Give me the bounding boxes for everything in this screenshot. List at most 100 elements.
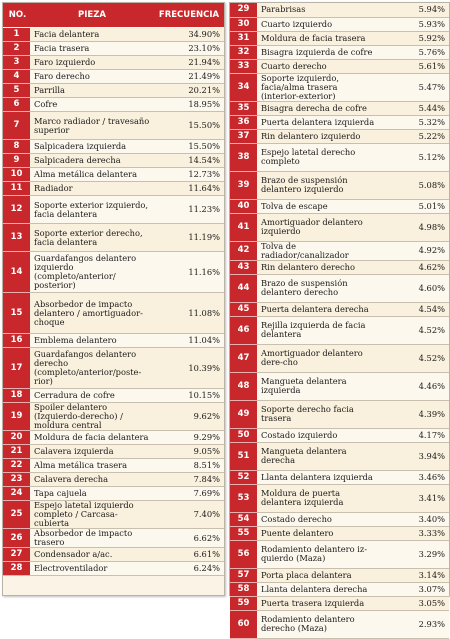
- frequency-value: 11.08%: [152, 292, 224, 334]
- table-row: 21 Calavera izquierda 9.05%: [3, 444, 224, 459]
- row-number: 30: [230, 17, 257, 32]
- table-row: 15 Absorbedor de impacto delantero / amor…: [3, 292, 224, 334]
- table-row: 44 Brazo de suspensión delantero derecho 4…: [230, 274, 449, 303]
- part-name: Mangueta delantera derecha: [257, 442, 379, 471]
- frequency-value: 11.64%: [152, 181, 224, 196]
- table-row: 4 Faro derecho 21.49%: [3, 69, 224, 84]
- row-number: 13: [3, 223, 30, 252]
- part-name: Amortiguador delantero izquierdo: [257, 213, 379, 242]
- row-number: 5: [3, 83, 30, 98]
- row-number: 49: [230, 400, 257, 429]
- table-row: 28 Electroventilador 6.24%: [3, 561, 224, 576]
- part-name: Brazo de suspensión delantero izquierdo: [257, 171, 379, 200]
- frequency-value: 5.22%: [379, 129, 449, 144]
- row-number: 52: [230, 470, 257, 485]
- row-number: 2: [3, 41, 30, 56]
- frequency-value: 21.49%: [152, 69, 224, 84]
- part-name: Facia trasera: [30, 41, 152, 56]
- table-row: 48 Mangueta delantera izquierda 4.46%: [230, 372, 449, 401]
- row-number: 29: [230, 3, 257, 18]
- table-row: 54 Costado derecho 3.40%: [230, 512, 449, 527]
- part-name: Marco radiador / travesaño superior: [30, 111, 152, 140]
- table-row: 3 Faro izquierdo 21.94%: [3, 55, 224, 70]
- header-pieza: PIEZA: [30, 3, 152, 28]
- part-name: Amortiguador delantero dere-cho: [257, 344, 379, 373]
- row-number: 56: [230, 540, 257, 569]
- frequency-value: 2.93%: [379, 610, 449, 639]
- frequency-value: 7.40%: [152, 500, 224, 529]
- frequency-value: 15.50%: [152, 111, 224, 140]
- row-number: 60: [230, 610, 257, 639]
- frequency-value: 4.17%: [379, 428, 449, 443]
- row-number: 58: [230, 582, 257, 597]
- part-name: Rejilla izquierda de facia delantera: [257, 316, 379, 345]
- row-number: 33: [230, 59, 257, 74]
- table-row: 27 Condensador a/ac. 6.61%: [3, 547, 224, 562]
- row-number: 57: [230, 568, 257, 583]
- frequency-value: 5.32%: [379, 115, 449, 130]
- table-row: 6 Cofre 18.95%: [3, 97, 224, 112]
- frequency-value: 34.90%: [152, 27, 224, 42]
- part-name: Calavera derecha: [30, 472, 152, 487]
- part-name: Spoiler delantero (Izquierdo-derecho) / …: [30, 402, 152, 431]
- table-row: 56 Rodamiento delantero iz-quierdo (Maza)…: [230, 540, 449, 569]
- frequency-value: 11.23%: [152, 195, 224, 224]
- part-name: Facia delantera: [30, 27, 152, 42]
- table-row: 50 Costado izquierdo 4.17%: [230, 428, 449, 443]
- row-number: 47: [230, 344, 257, 373]
- table-row: 42 Tolva de radiador/canalizador 4.92%: [230, 241, 449, 261]
- frequency-value: 4.52%: [379, 316, 449, 345]
- part-name: Calavera izquierda: [30, 444, 152, 459]
- table-row: 9 Salpicadera derecha 14.54%: [3, 153, 224, 168]
- row-number: 16: [3, 333, 30, 348]
- part-name: Rin delantero izquierdo: [257, 129, 379, 144]
- part-name: Soporte izquierdo, facia/alma trasera (i…: [257, 73, 379, 102]
- part-name: Guardafangos delantero izquierdo (comple…: [30, 251, 152, 293]
- row-number: 48: [230, 372, 257, 401]
- table-row: 40 Tolva de escape 5.01%: [230, 199, 449, 214]
- part-name: Alma metálica delantera: [30, 167, 152, 182]
- table-row: 46 Rejilla izquierda de facia delantera 4.…: [230, 316, 449, 345]
- part-name: Emblema delantero: [30, 333, 152, 348]
- frequency-value: 21.94%: [152, 55, 224, 70]
- part-name: Moldura de facia delantera: [30, 430, 152, 445]
- table-row: 18 Cerradura de cofre 10.15%: [3, 388, 224, 403]
- part-name: Tapa cajuela: [30, 486, 152, 501]
- part-name: Bisagra derecha de cofre: [257, 101, 379, 116]
- frequency-value: 18.95%: [152, 97, 224, 112]
- table-row: 30 Cuarto izquierdo 5.93%: [230, 17, 449, 32]
- frequency-value: 7.69%: [152, 486, 224, 501]
- table-row: 5 Parrilla 20.21%: [3, 83, 224, 98]
- part-name: Guardafangos delantero derecho (completo…: [30, 347, 152, 389]
- part-name: Llanta delantera izquierda: [257, 470, 379, 485]
- part-name: Cerradura de cofre: [30, 388, 152, 403]
- frequency-value: 5.01%: [379, 199, 449, 214]
- frequency-value: 20.21%: [152, 83, 224, 98]
- table-row: 29 Parabrisas 5.94%: [230, 3, 449, 18]
- frequency-value: 9.29%: [152, 430, 224, 445]
- row-number: 44: [230, 274, 257, 303]
- part-name: Cofre: [30, 97, 152, 112]
- table-row: 35 Bisagra derecha de cofre 5.44%: [230, 101, 449, 116]
- frequency-value: 9.05%: [152, 444, 224, 459]
- row-number: 23: [3, 472, 30, 487]
- table-row: 32 Bisagra izquierda de cofre 5.76%: [230, 45, 449, 60]
- row-number: 32: [230, 45, 257, 60]
- row-number: 18: [3, 388, 30, 403]
- frequency-value: 3.41%: [379, 484, 449, 513]
- row-number: 39: [230, 171, 257, 200]
- frequency-table-left: NO. PIEZA FRECUENCIA 1 Facia delantera 34.…: [3, 3, 224, 576]
- frequency-value: 5.12%: [379, 143, 449, 172]
- table-row: 51 Mangueta delantera derecha 3.94%: [230, 442, 449, 471]
- right-table-panel: 29 Parabrisas 5.94% 30 Cuarto izquierdo 5.93%…: [229, 2, 450, 639]
- frequency-value: 3.94%: [379, 442, 449, 471]
- row-number: 42: [230, 241, 257, 261]
- frequency-value: 9.62%: [152, 402, 224, 431]
- part-name: Radiador: [30, 181, 152, 196]
- row-number: 28: [3, 561, 30, 576]
- frequency-value: 5.94%: [379, 3, 449, 18]
- part-name: Porta placa delantera: [257, 568, 379, 583]
- table-row: 36 Puerta delantera izquierda 5.32%: [230, 115, 449, 130]
- part-name: Absorbedor de impacto delantero / amorti…: [30, 292, 152, 334]
- table-row: 11 Radiador 11.64%: [3, 181, 224, 196]
